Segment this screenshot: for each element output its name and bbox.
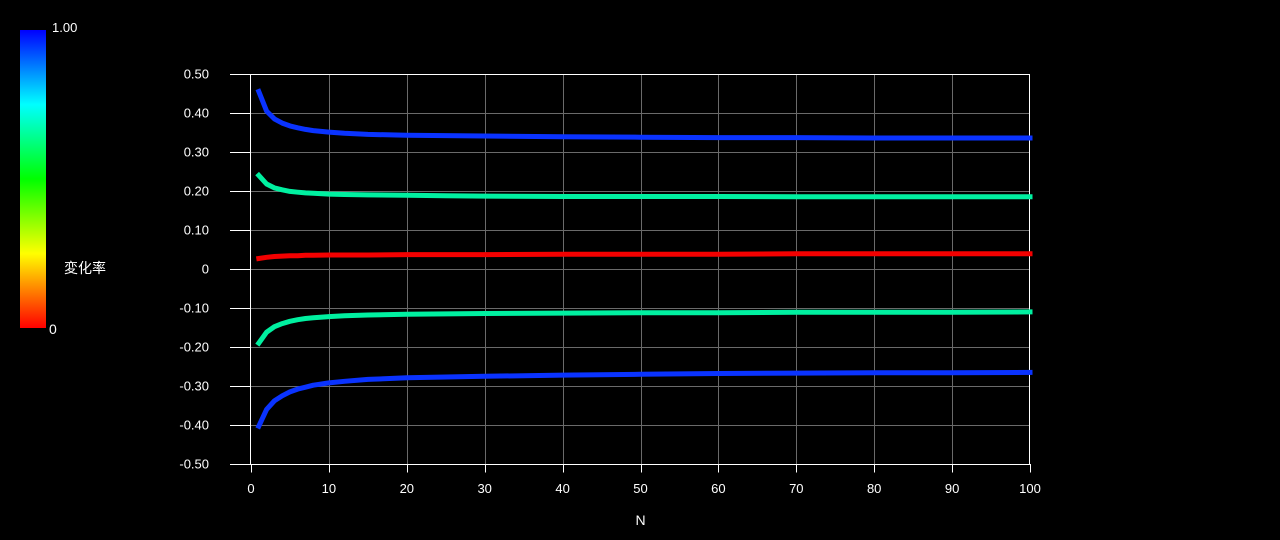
plot-frame: [250, 74, 1030, 465]
series-line-green-lower: [255, 309, 1033, 347]
x-tick-label: 20: [400, 481, 414, 496]
y-tick-label: -0.50: [179, 457, 209, 472]
x-tick-label: 50: [633, 481, 647, 496]
x-tick-label: 70: [789, 481, 803, 496]
x-tick-label: 40: [555, 481, 569, 496]
y-tick-label: -0.10: [179, 301, 209, 316]
series-line-blue-lower: [255, 369, 1033, 430]
colorbar-gradient: [20, 30, 46, 328]
y-tick-label: -0.40: [179, 418, 209, 433]
y-tick-label: -0.30: [179, 379, 209, 394]
colorbar-max-label: 1.00: [52, 20, 78, 35]
x-tick-label: 90: [945, 481, 959, 496]
x-axis-title: N: [635, 512, 646, 528]
series-line-red: [255, 251, 1033, 262]
y-tick-label: -0.20: [179, 340, 209, 355]
y-tick-label: 0: [202, 262, 209, 277]
y-tick-label: 0.10: [184, 223, 209, 238]
colorbar-title: 変化率: [64, 260, 106, 276]
x-tick-label: 0: [247, 481, 254, 496]
y-tick-label: 0.30: [184, 145, 209, 160]
y-tick-label: 0.40: [184, 106, 209, 121]
x-tick-label: 100: [1019, 481, 1041, 496]
y-tick-label: 0.20: [184, 184, 209, 199]
colorbar-min-label: 0: [49, 321, 57, 337]
series-line-green-upper: [255, 171, 1033, 200]
x-tick-label: 60: [711, 481, 725, 496]
x-tick-label: 10: [322, 481, 336, 496]
x-tick-label: 30: [477, 481, 491, 496]
x-tick-label: 80: [867, 481, 881, 496]
series-line-blue-upper: [255, 88, 1033, 141]
y-tick-label: 0.50: [184, 67, 209, 82]
